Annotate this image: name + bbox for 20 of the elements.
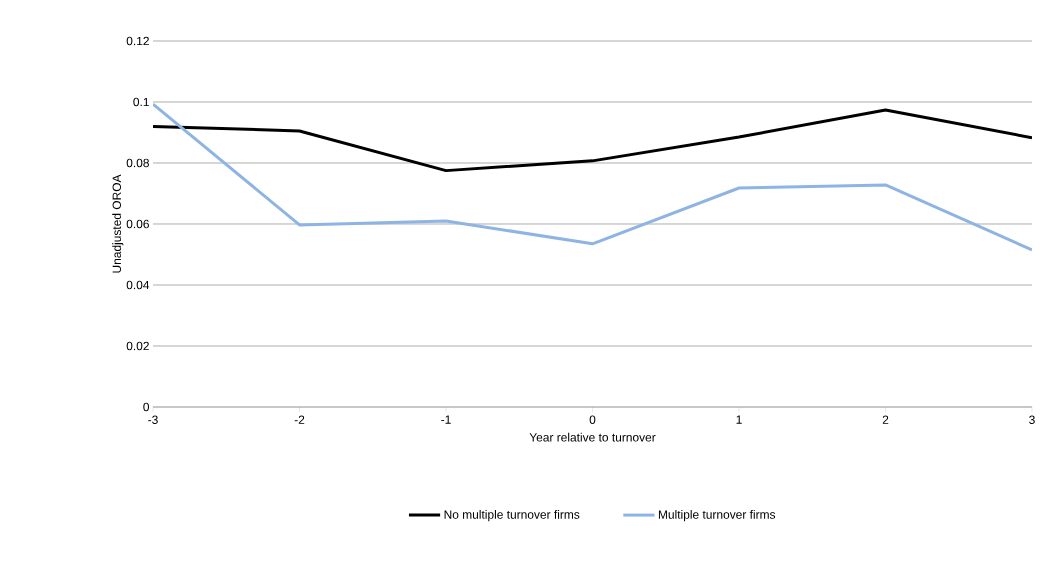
x-tick-label: 3 [1029,415,1035,424]
y-tick-label: 0.04 [126,280,150,290]
x-axis-title: Year relative to turnover [529,432,656,442]
legend-label: No multiple turnover firms [444,510,580,522]
legend-label: Multiple turnover firms [658,510,776,522]
x-tick-label: -1 [441,415,451,424]
x-tick-label: 1 [736,415,742,424]
y-tick-label: 0.1 [133,97,149,107]
line-series [153,108,1033,173]
y-tick-label: 0.06 [126,219,149,229]
x-tick-label: -2 [294,415,305,424]
line-series [153,102,1033,252]
y-tick-label: 0.12 [126,36,149,46]
y-axis-title: Unadjusted OROA [112,174,124,273]
y-tick-label: 0 [143,402,150,412]
x-tick-label: 0 [589,415,596,424]
x-tick-label: 2 [882,415,889,424]
y-tick-label: 0.02 [126,341,149,351]
y-tick-label: 0.08 [126,158,149,168]
x-tick-label: -3 [148,415,158,424]
